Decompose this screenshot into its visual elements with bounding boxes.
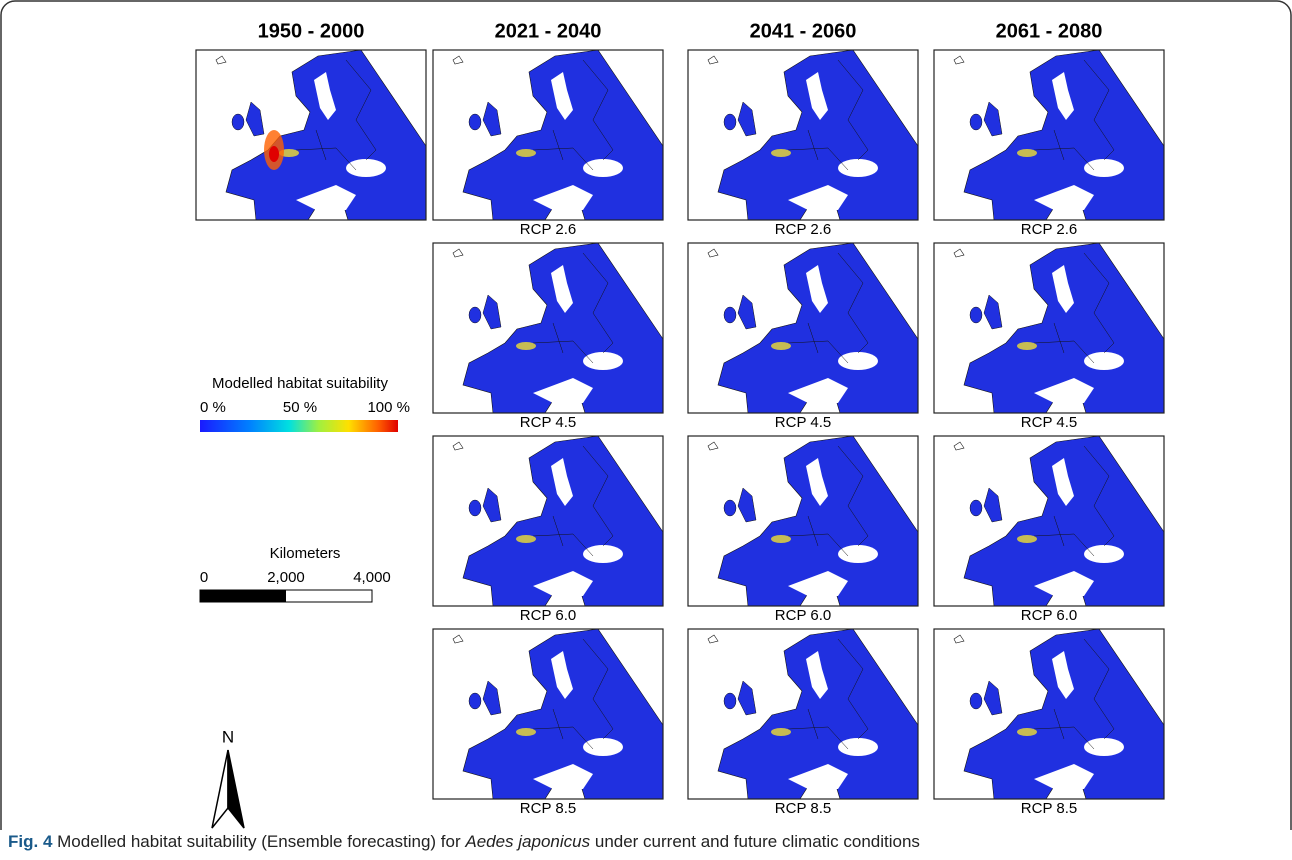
scale-tick-label: 0 — [200, 569, 208, 586]
scale-tick-label: 2,000 — [267, 569, 305, 586]
map-panel — [934, 50, 1164, 220]
legend-tick-label: 100 % — [367, 399, 410, 416]
color-bar — [200, 420, 398, 432]
map-panel — [433, 243, 663, 413]
column-title: 1950 - 2000 — [258, 20, 365, 42]
map-panel — [688, 629, 918, 799]
map-frame — [687, 628, 919, 800]
map-frame — [687, 242, 919, 414]
north-arrow-right — [227, 749, 245, 829]
caption-species: Aedes japonicus — [465, 832, 591, 851]
scenario-label: RCP 2.6 — [1021, 221, 1077, 238]
figure: Modelled habitat suitability Kilometers … — [0, 0, 1292, 830]
map-frame — [687, 49, 919, 221]
caption-text: Modelled habitat suitability (Ensemble f… — [57, 832, 461, 851]
map-panel — [688, 436, 918, 606]
map-panel — [688, 50, 918, 220]
hotspot — [269, 146, 279, 162]
scenario-label: RCP 4.5 — [775, 414, 831, 431]
scenario-label: RCP 2.6 — [775, 221, 831, 238]
map-panel — [934, 243, 1164, 413]
map-frame — [933, 435, 1165, 607]
scenario-label: RCP 8.5 — [520, 800, 576, 817]
legend-tick-label: 50 % — [283, 399, 317, 416]
scenario-label: RCP 6.0 — [520, 607, 576, 624]
column-title: 2021 - 2040 — [495, 20, 602, 42]
map-panel — [196, 50, 426, 220]
legend-tick-label: 0 % — [200, 399, 226, 416]
scenario-label: RCP 8.5 — [1021, 800, 1077, 817]
scenario-label: RCP 2.6 — [520, 221, 576, 238]
frame — [0, 0, 1292, 830]
map-frame — [933, 49, 1165, 221]
map-frame — [933, 242, 1165, 414]
map-frame — [432, 628, 664, 800]
map-frame — [195, 49, 427, 221]
map-panel — [433, 436, 663, 606]
map-frame — [432, 49, 664, 221]
scale-title: Kilometers — [270, 545, 341, 562]
map-frame — [687, 435, 919, 607]
map-panel — [433, 50, 663, 220]
map-panel — [934, 629, 1164, 799]
north-arrow-left — [211, 749, 229, 829]
scenario-label: RCP 6.0 — [1021, 607, 1077, 624]
map-panel — [688, 243, 918, 413]
scale-tick-label: 4,000 — [353, 569, 391, 586]
caption-text: under current and future climatic condit… — [594, 832, 920, 851]
map-frame — [432, 435, 664, 607]
map-frame — [432, 242, 664, 414]
scenario-label: RCP 4.5 — [1021, 414, 1077, 431]
column-title: 2041 - 2060 — [750, 20, 857, 42]
map-panel — [433, 629, 663, 799]
scale-bar-fill — [200, 590, 286, 602]
map-frame — [933, 628, 1165, 800]
scenario-label: RCP 4.5 — [520, 414, 576, 431]
scenario-label: RCP 8.5 — [775, 800, 831, 817]
column-title: 2061 - 2080 — [996, 20, 1103, 42]
map-panel — [934, 436, 1164, 606]
scenario-label: RCP 6.0 — [775, 607, 831, 624]
legend-title: Modelled habitat suitability — [212, 375, 388, 392]
caption: Fig. 4 Modelled habitat suitability (Ens… — [8, 832, 920, 852]
north-label: N — [222, 727, 234, 746]
caption-label: Fig. 4 — [8, 832, 53, 851]
